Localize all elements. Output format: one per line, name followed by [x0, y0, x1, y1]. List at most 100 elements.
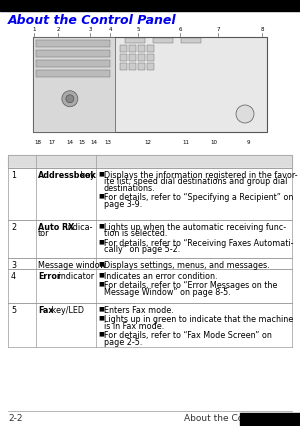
Bar: [153, 39, 173, 44]
Text: ■: ■: [98, 271, 104, 276]
Text: 14: 14: [67, 140, 73, 145]
Text: 6: 6: [178, 27, 182, 32]
Text: No.: No.: [10, 158, 26, 167]
Bar: [0, 0, 300, 12]
Text: ■: ■: [98, 193, 104, 198]
Bar: [36, 41, 110, 48]
Text: 18: 18: [34, 140, 41, 145]
Text: 8: 8: [260, 27, 264, 32]
Bar: [120, 64, 127, 71]
Bar: [129, 55, 136, 62]
Bar: [8, 221, 292, 259]
Text: For details, refer to “Receiving Faxes Automati-: For details, refer to “Receiving Faxes A…: [104, 239, 293, 248]
Text: 4: 4: [108, 27, 112, 32]
Text: Error: Error: [38, 271, 61, 280]
Bar: [129, 64, 136, 71]
Text: 3: 3: [88, 27, 92, 32]
Bar: [36, 51, 110, 58]
Bar: [8, 169, 292, 221]
Text: Addressbook: Addressbook: [38, 170, 97, 180]
Text: tion is selected.: tion is selected.: [104, 229, 167, 238]
Text: Part Name: Part Name: [38, 158, 89, 167]
Text: 11: 11: [182, 140, 190, 145]
Text: ■: ■: [98, 170, 104, 176]
Text: Displays the information registered in the favor-: Displays the information registered in t…: [104, 170, 298, 180]
Text: Auto RX: Auto RX: [38, 222, 74, 231]
Text: Lights up in green to indicate that the machine: Lights up in green to indicate that the …: [104, 315, 293, 324]
Text: About the Control Panel: About the Control Panel: [8, 14, 177, 27]
Text: For details, refer to “Fax Mode Screen” on: For details, refer to “Fax Mode Screen” …: [104, 331, 272, 340]
Text: cally” on page 5-2.: cally” on page 5-2.: [104, 245, 180, 254]
Bar: [147, 55, 154, 62]
Text: destinations.: destinations.: [104, 184, 156, 193]
Text: Fax: Fax: [38, 305, 53, 314]
Bar: [125, 39, 145, 44]
Text: Enters Fax mode.: Enters Fax mode.: [104, 305, 174, 314]
Text: For details, refer to “Specifying a Recipient” on: For details, refer to “Specifying a Reci…: [104, 193, 293, 202]
Text: ite list, speed dial destinations and group dial: ite list, speed dial destinations and gr…: [104, 177, 287, 186]
Bar: [33, 38, 115, 132]
Text: For details, refer to “Error Messages on the: For details, refer to “Error Messages on…: [104, 281, 278, 290]
Text: ■: ■: [98, 260, 104, 265]
Text: Indicates an error condition.: Indicates an error condition.: [104, 271, 218, 280]
Bar: [181, 39, 201, 44]
Text: ■: ■: [98, 239, 104, 243]
Text: 1: 1: [32, 27, 36, 32]
Bar: [129, 46, 136, 53]
Text: key: key: [78, 170, 94, 180]
Text: 7: 7: [216, 27, 220, 32]
Bar: [138, 46, 145, 53]
Circle shape: [236, 106, 254, 124]
Bar: [36, 61, 110, 68]
Bar: [120, 46, 127, 53]
Text: 10: 10: [211, 140, 218, 145]
Text: ■: ■: [98, 305, 104, 310]
Bar: [138, 64, 145, 71]
Bar: [147, 46, 154, 53]
Bar: [120, 55, 127, 62]
Text: page 3-9.: page 3-9.: [104, 199, 142, 208]
Text: is in Fax mode.: is in Fax mode.: [104, 321, 164, 330]
Circle shape: [66, 95, 74, 104]
Text: 15: 15: [79, 140, 86, 145]
Text: 13: 13: [104, 140, 112, 145]
Text: key/LED: key/LED: [49, 305, 84, 314]
Text: 9: 9: [246, 140, 250, 145]
Text: indica-: indica-: [63, 222, 93, 231]
Text: About the Control Panel: About the Control Panel: [184, 413, 292, 422]
Bar: [8, 259, 292, 269]
Text: 12: 12: [145, 140, 152, 145]
Text: Message window: Message window: [38, 260, 106, 269]
Text: page 2-5.: page 2-5.: [104, 337, 142, 346]
Text: ■: ■: [98, 331, 104, 336]
Text: Displays settings, menus, and messages.: Displays settings, menus, and messages.: [104, 260, 270, 269]
Text: indicator: indicator: [56, 271, 94, 280]
Text: Description: Description: [98, 158, 154, 167]
Text: ■: ■: [98, 315, 104, 320]
Text: 14: 14: [91, 140, 98, 145]
Text: tor: tor: [38, 229, 50, 238]
Bar: [8, 303, 292, 347]
Bar: [33, 38, 267, 132]
Bar: [36, 71, 110, 78]
Text: ■: ■: [98, 281, 104, 286]
Bar: [28, 30, 272, 148]
Bar: [240, 413, 300, 426]
Bar: [138, 55, 145, 62]
Text: 17: 17: [49, 140, 56, 145]
Text: Lights up when the automatic receiving func-: Lights up when the automatic receiving f…: [104, 222, 286, 231]
Bar: [8, 269, 292, 303]
Text: 2: 2: [11, 222, 16, 231]
Bar: [8, 155, 292, 169]
Text: 2: 2: [56, 27, 60, 32]
Text: 1: 1: [11, 170, 16, 180]
Text: Message Window” on page 8-5.: Message Window” on page 8-5.: [104, 287, 231, 296]
Text: 5: 5: [11, 305, 16, 314]
Text: 2-2: 2-2: [8, 413, 22, 422]
Bar: [147, 64, 154, 71]
Text: 3: 3: [11, 260, 16, 269]
Text: 5: 5: [136, 27, 140, 32]
Text: ■: ■: [98, 222, 104, 227]
Text: 4: 4: [11, 271, 16, 280]
Circle shape: [62, 92, 78, 107]
